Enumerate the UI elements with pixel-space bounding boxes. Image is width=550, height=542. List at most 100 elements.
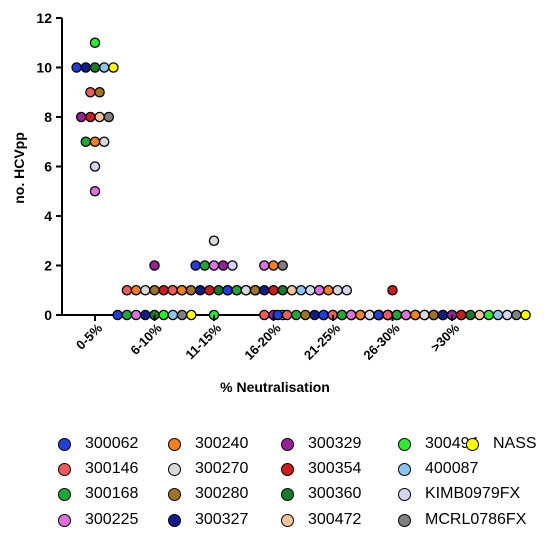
data-point	[80, 62, 92, 73]
legend-marker	[281, 487, 294, 501]
data-point	[140, 309, 151, 321]
data-point	[222, 284, 233, 296]
y-tick-label: 0	[44, 307, 52, 323]
data-point	[167, 309, 179, 321]
legend-marker	[398, 437, 411, 451]
legend-label: 300225	[85, 511, 139, 528]
y-tick-label: 10	[36, 60, 52, 76]
data-point	[295, 284, 307, 296]
data-point	[108, 62, 119, 73]
legend-label: MCRL0786FX	[425, 511, 527, 528]
x-tick-label: 26-30%	[360, 320, 403, 363]
x-axis-label: % Neutralisation	[220, 379, 330, 395]
data-point	[208, 235, 220, 246]
legend-item: 300329	[281, 434, 361, 454]
data-point	[501, 309, 513, 321]
data-point	[85, 111, 96, 123]
legend-item: 300354	[281, 459, 361, 479]
legend-label: 300062	[85, 435, 139, 452]
data-point	[272, 309, 284, 321]
legend-marker	[58, 513, 71, 527]
legend-marker	[58, 462, 71, 476]
data-point	[336, 309, 348, 321]
data-point	[185, 284, 197, 296]
legend-marker	[168, 513, 181, 527]
data-point	[89, 37, 101, 49]
data-point	[400, 309, 412, 321]
legend-marker	[398, 487, 411, 501]
data-point	[428, 309, 439, 321]
data-point	[277, 284, 288, 296]
data-point	[121, 309, 133, 321]
data-point	[382, 309, 393, 321]
data-point	[249, 284, 261, 296]
data-point	[176, 284, 188, 296]
legend-label: 300327	[195, 511, 249, 528]
data-point	[345, 309, 357, 321]
data-point	[98, 136, 110, 147]
legend-item: NASS	[466, 434, 537, 454]
data-point	[89, 136, 101, 147]
axes: 0 2 4 6 8 10 12	[36, 10, 500, 323]
data-point	[89, 62, 101, 73]
data-point	[204, 284, 215, 296]
data-point	[190, 260, 201, 271]
data-point	[268, 260, 279, 271]
data-point	[520, 309, 531, 321]
legend-item: 300168	[58, 484, 138, 504]
data-point	[305, 284, 316, 296]
legend-label: 300280	[195, 485, 249, 502]
data-point	[286, 284, 298, 296]
data-point	[318, 309, 329, 321]
data-point	[259, 260, 270, 271]
x-tick-label: 21-25%	[301, 320, 344, 363]
legend-item: 300240	[168, 434, 248, 454]
data-point	[158, 284, 169, 296]
data-point	[85, 87, 96, 98]
data-point	[281, 309, 293, 321]
legend-marker	[168, 487, 181, 501]
data-point	[176, 309, 188, 321]
data-point	[94, 111, 105, 123]
data-point	[483, 309, 495, 321]
legend-label: NASS	[493, 435, 537, 452]
y-tick-label: 6	[44, 159, 52, 175]
data-point	[341, 284, 353, 296]
data-point	[149, 284, 160, 296]
legend-item: 300270	[168, 459, 248, 479]
data-point	[231, 284, 242, 296]
x-tick-label: 16-20%	[241, 320, 284, 363]
data-point	[217, 260, 229, 271]
legend: 300062 300146 300168 300225 300240 300270 3002…	[58, 430, 548, 540]
x-tick-label: 0-5%	[73, 320, 105, 352]
data-point	[268, 284, 279, 296]
legend-item: KIMB0979FX	[398, 484, 520, 504]
data-point	[309, 309, 320, 321]
data-point	[199, 260, 211, 271]
legend-label: 300360	[308, 485, 362, 502]
data-point	[71, 62, 82, 73]
data-point	[89, 161, 101, 172]
y-tick-label: 2	[44, 258, 52, 274]
data-point	[103, 111, 115, 123]
legend-label: 300240	[195, 435, 249, 452]
data-point	[455, 309, 467, 321]
data-point	[89, 185, 101, 197]
legend-marker	[58, 487, 71, 501]
legend-label: 300494	[425, 435, 479, 452]
data-point	[492, 309, 504, 321]
data-point	[75, 111, 87, 123]
data-point	[121, 284, 133, 296]
data-point	[149, 260, 160, 271]
legend-item: 300062	[58, 434, 138, 454]
data-point	[323, 284, 334, 296]
data-point	[355, 309, 366, 321]
legend-marker	[398, 513, 411, 527]
data-point	[227, 260, 238, 271]
data-point	[259, 284, 270, 296]
data-point	[391, 309, 403, 321]
data-point	[130, 309, 142, 321]
legend-label: 300146	[85, 460, 139, 477]
data-point	[158, 309, 169, 321]
x-tick-labels: 0-5% 6-10% 11-15% 16-20% 21-25% 26-30% >30%	[73, 315, 462, 363]
